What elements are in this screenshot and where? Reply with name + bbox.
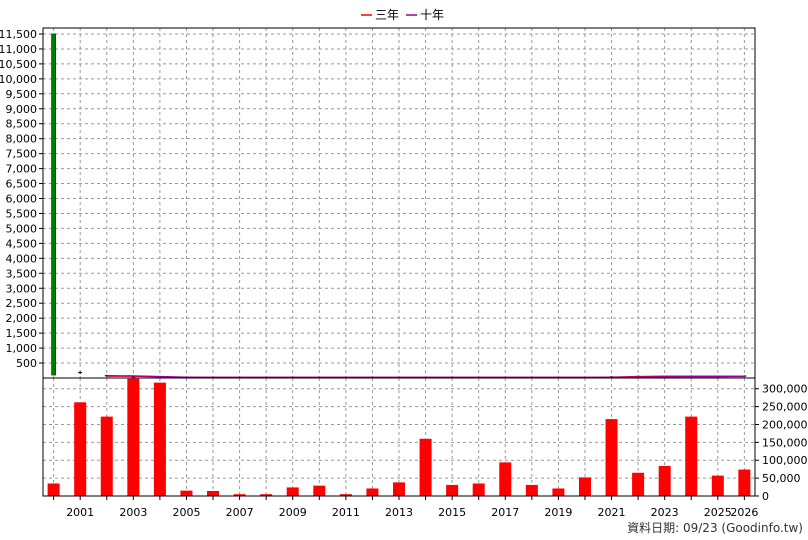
- price-ytick-label: 4,000: [6, 252, 38, 265]
- data-date-footer: 資料日期: 09/23 (Goodinfo.tw): [627, 521, 803, 535]
- xtick-label: 2007: [226, 506, 254, 519]
- price-ytick-label: 7,500: [6, 148, 38, 161]
- xtick-label: 2001: [66, 506, 94, 519]
- volume-ytick-label: 250,000: [762, 401, 808, 414]
- volume-ytick-label: 150,000: [762, 436, 808, 449]
- price-ytick-label: 1,500: [6, 327, 38, 340]
- price-ytick-label: 9,000: [6, 103, 38, 116]
- volume-bar: [366, 488, 379, 496]
- volume-bar: [313, 485, 326, 496]
- volume-bar: [738, 469, 751, 496]
- volume-bar: [552, 488, 565, 496]
- volume-bar: [74, 402, 87, 496]
- volume-bar: [180, 490, 193, 496]
- price-ytick-label: 8,500: [6, 118, 38, 131]
- xtick-label: 2015: [438, 506, 466, 519]
- xtick-label: 2025: [704, 506, 732, 519]
- volume-bar: [419, 438, 432, 496]
- volume-bar: [47, 483, 60, 496]
- price-ytick-label: 3,000: [6, 282, 38, 295]
- price-ytick-label: 3,500: [6, 267, 38, 280]
- volume-ytick-label: 100,000: [762, 454, 808, 467]
- volume-bar: [472, 483, 485, 496]
- volume-ytick-label: 200,000: [762, 418, 808, 431]
- xtick-label: 2003: [119, 506, 147, 519]
- volume-bar: [632, 472, 645, 496]
- volume-ytick-label: 0: [762, 490, 769, 503]
- xtick-label: 2005: [172, 506, 200, 519]
- volume-bar: [127, 378, 140, 496]
- volume-bar: [339, 494, 352, 496]
- volume-bar: [393, 482, 405, 496]
- volume-bar: [207, 490, 220, 496]
- price-ytick-label: 6,000: [6, 193, 38, 206]
- volume-bar: [153, 382, 166, 496]
- price-ytick-label: 9,500: [6, 88, 38, 101]
- volume-bar: [525, 484, 538, 496]
- volume-ytick-label: 300,000: [762, 383, 808, 396]
- volume-bar: [100, 416, 113, 496]
- price-ytick-label: 8,000: [6, 133, 38, 146]
- price-ytick-label: 5,000: [6, 222, 38, 235]
- xtick-label: 2019: [544, 506, 572, 519]
- xtick-label: 2011: [332, 506, 360, 519]
- price-ytick-label: 500: [16, 357, 37, 370]
- volume-bar: [446, 484, 459, 496]
- price-panel: 500 1,000 1,500 2,000 2,500 3,000 3,500 4,000 4,…: [0, 27, 756, 379]
- xtick-label: 2017: [491, 506, 519, 519]
- volume-bar: [233, 494, 246, 496]
- volume-bar: [578, 477, 591, 496]
- xtick-label: 2009: [279, 506, 307, 519]
- price-ytick-label: 1,000: [6, 342, 38, 355]
- xtick-label: 2023: [651, 506, 679, 519]
- price-ytick-label: 10,500: [0, 58, 37, 71]
- legend-label-ten-year: 十年: [420, 8, 444, 22]
- xtick-label: 2013: [385, 506, 413, 519]
- price-ytick-label: 11,000: [0, 43, 37, 56]
- volume-ytick-label: 50,000: [762, 472, 801, 485]
- price-ytick-label: 4,500: [6, 237, 38, 250]
- volume-bar: [658, 465, 671, 496]
- xtick-label: 2026: [730, 506, 758, 519]
- xtick-label: 2021: [598, 506, 626, 519]
- volume-panel: 0 50,000 100,000 150,000 200,000 250,000 300,0…: [42, 377, 808, 519]
- volume-bar: [685, 416, 698, 496]
- volume-bar: [605, 419, 618, 496]
- legend-label-three-year: 三年: [375, 8, 399, 22]
- price-ytick-label: 7,000: [6, 163, 38, 176]
- price-ytick-label: 6,500: [6, 178, 38, 191]
- price-ytick-label: 11,500: [0, 28, 37, 41]
- chart-legend: 三年 十年: [361, 8, 444, 22]
- volume-bar: [711, 475, 724, 496]
- price-ytick-label: 10,000: [0, 73, 37, 86]
- price-ytick-label: 5,500: [6, 207, 38, 220]
- price-ytick-label: 2,500: [6, 297, 38, 310]
- volume-bar: [260, 494, 273, 496]
- series-line-ten-year: [106, 374, 745, 378]
- price-ytick-label: 2,000: [6, 312, 38, 325]
- volume-bar: [499, 462, 512, 496]
- volume-bar: [286, 487, 299, 496]
- price-bar: [51, 33, 57, 376]
